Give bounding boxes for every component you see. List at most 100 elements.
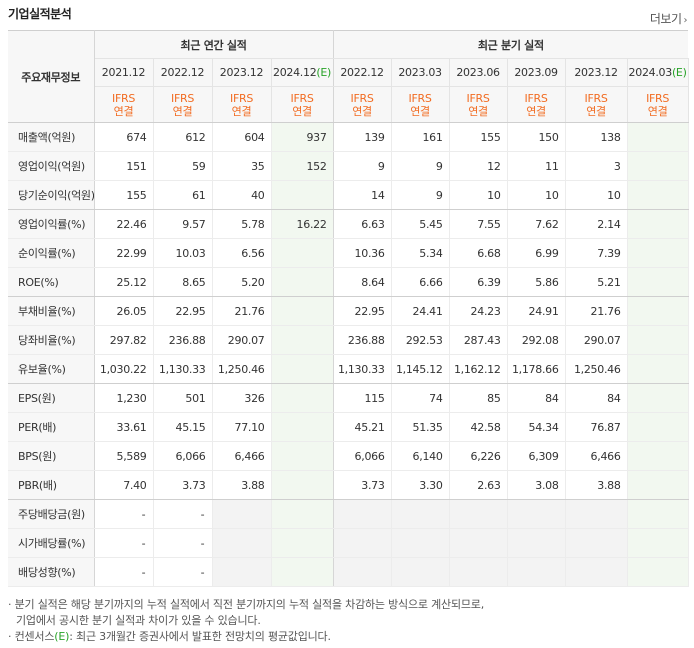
cell-annual: 937 [271,122,334,152]
basis-ifrs: IFRS [524,91,548,105]
cell-quarter [627,151,689,181]
cell-quarter: 85 [449,383,508,413]
cell-annual: 3.88 [212,470,272,500]
cell-annual [271,296,334,326]
cell-annual: 61 [153,180,213,210]
cell-quarter: 42.58 [449,412,508,442]
basis-consolidated: 연결 [113,104,134,118]
cell-annual: 10.03 [153,238,213,268]
table-row: 당좌비율(%) 297.82 236.88 290.07 236.88 292.53 287… [8,325,689,355]
cell-annual: 6,466 [212,441,272,471]
cell-quarter [627,499,689,529]
cell-quarter: 5.86 [507,267,566,297]
table-row: 당기순이익(억원) 155 61 40 14 9 10 10 10 [8,180,689,210]
cell-quarter: 7.55 [449,209,508,239]
cell-quarter [627,412,689,442]
cell-quarter: 6.68 [449,238,508,268]
period-annual-1: 2022.12 [153,58,213,87]
basis-cell-5: IFRS 연결 [391,86,450,123]
cell-quarter: 236.88 [333,325,392,355]
cell-annual: 236.88 [153,325,213,355]
cell-annual: 59 [153,151,213,181]
cell-quarter [627,354,689,384]
cell-quarter: 1,162.12 [449,354,508,384]
period-quarter-3: 2023.09 [507,58,566,87]
cell-quarter [627,180,689,210]
period-label: 2021.12 [101,66,146,79]
table-row: 시가배당률(%) - - [8,528,689,558]
cell-quarter: 22.95 [333,296,392,326]
period-label: 2023.09 [514,66,558,79]
cell-quarter: 54.34 [507,412,566,442]
cell-quarter: 161 [391,122,450,152]
cell-annual: 151 [94,151,154,181]
basis-consolidated: 연결 [292,104,312,118]
chevron-right-icon: › [683,15,688,26]
cell-quarter: 10 [449,180,508,210]
row-label: 주당배당금(원) [8,499,95,529]
table-row: PBR(배) 7.40 3.73 3.88 3.73 3.30 2.63 3.08 3.88 [8,470,689,500]
basis-cell-4: IFRS 연결 [333,86,392,123]
period-quarter-1: 2023.03 [391,58,450,87]
period-quarter-0: 2022.12 [333,58,392,87]
table-row: 순이익률(%) 22.99 10.03 6.56 10.36 5.34 6.68 6.99 7.… [8,238,689,268]
period-label: 2023.06 [456,66,500,79]
cell-annual: 16.22 [271,209,334,239]
cell-annual [271,557,334,587]
cell-quarter: 139 [333,122,392,152]
cell-annual: 45.15 [153,412,213,442]
basis-cell-1: IFRS 연결 [153,86,213,123]
cell-annual: - [153,528,213,558]
cell-quarter [507,499,566,529]
cell-quarter: 115 [333,383,392,413]
basis-cell-2: IFRS 연결 [212,86,272,123]
table-head: 주요재무정보 최근 연간 실적 최근 분기 실적 2021.12 2022.12 2… [8,30,689,123]
table-row: 주당배당금(원) - - [8,499,689,529]
cell-quarter: 1,250.46 [565,354,628,384]
cell-quarter [391,557,450,587]
basis-cell-0: IFRS 연결 [94,86,154,123]
cell-annual [271,180,334,210]
basis-ifrs: IFRS [112,91,135,105]
footnote-2: · 컨센서스(E): 최근 3개월간 증권사에서 발표한 전망치의 평균값입니다… [8,629,484,645]
row-label: 순이익률(%) [8,238,95,268]
cell-quarter: 10 [507,180,566,210]
cell-annual: 40 [212,180,272,210]
cell-annual: 3.73 [153,470,213,500]
more-link[interactable]: 더보기 › [650,10,688,27]
cell-quarter: 6,066 [333,441,392,471]
basis-consolidated: 연결 [468,104,488,118]
period-quarter-5: 2024.03(E) [627,58,689,87]
footnotes: · 분기 실적은 해당 분기까지의 누적 실적에서 직전 분기까지의 누적 실적… [8,597,484,645]
cell-annual: 5.78 [212,209,272,239]
cell-quarter: 287.43 [449,325,508,355]
cell-annual: 297.82 [94,325,154,355]
period-label: 2023.12 [219,66,264,79]
cell-quarter [391,499,450,529]
cell-quarter: 10 [565,180,628,210]
row-label: BPS(원) [8,441,95,471]
estimate-mark: (E) [316,66,332,79]
cell-quarter: 12 [449,151,508,181]
cell-annual: 8.65 [153,267,213,297]
row-label: ROE(%) [8,267,95,297]
cell-quarter [627,209,689,239]
cell-annual: 35 [212,151,272,181]
cell-annual [271,441,334,471]
group-annual-header: 최근 연간 실적 [94,30,334,59]
cell-annual [271,412,334,442]
period-label: 2023.03 [398,66,442,79]
cell-quarter [507,528,566,558]
cell-annual: 22.95 [153,296,213,326]
cell-annual: 152 [271,151,334,181]
row-label: 부채비율(%) [8,296,95,326]
cell-annual [271,354,334,384]
cell-quarter: 3.30 [391,470,450,500]
cell-quarter: 138 [565,122,628,152]
cell-annual: 612 [153,122,213,152]
period-row: 2021.12 2022.12 2023.12 2024.12(E) 2022.12 20… [8,58,689,87]
cell-annual [271,238,334,268]
cell-quarter [627,470,689,500]
row-label: 매출액(억원) [8,122,95,152]
table-row: PER(배) 33.61 45.15 77.10 45.21 51.35 42.58 54.3… [8,412,689,442]
